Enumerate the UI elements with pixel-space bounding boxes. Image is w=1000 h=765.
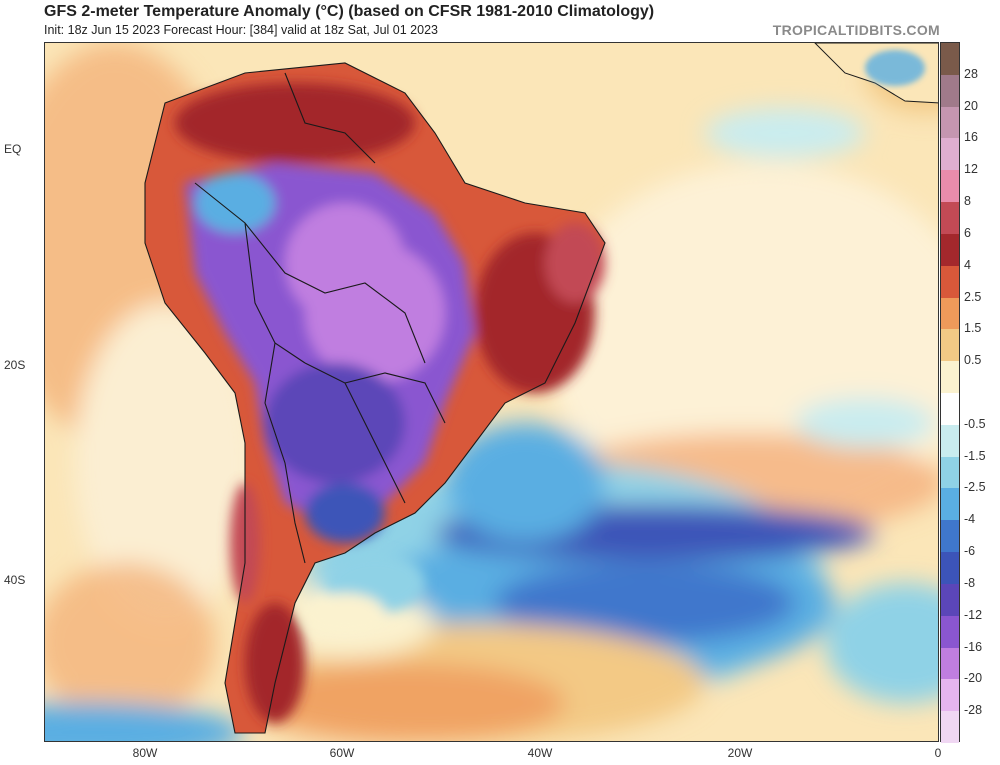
colorbar-segment xyxy=(941,106,959,139)
colorbar-segment xyxy=(941,647,959,680)
colorbar-label: 4 xyxy=(964,257,971,272)
colorbar-label: -0.5 xyxy=(964,416,986,431)
colorbar-segment xyxy=(941,583,959,617)
colorbar xyxy=(940,42,960,744)
colorbar-segment xyxy=(941,679,959,712)
colorbar-label: 1.5 xyxy=(964,321,982,336)
colorbar-segment xyxy=(941,615,959,649)
lon-label-40w: 40W xyxy=(527,746,553,760)
colorbar-segment xyxy=(941,329,959,362)
colorbar-label: 20 xyxy=(964,98,978,113)
colorbar-segment xyxy=(941,202,959,235)
colorbar-label: -6 xyxy=(964,544,976,559)
brand-watermark: TROPICALTIDBITS.COM xyxy=(772,22,940,38)
colorbar-segment xyxy=(941,488,959,521)
colorbar-segment xyxy=(941,138,959,171)
map-canvas xyxy=(45,43,938,741)
colorbar-label: -12 xyxy=(964,607,983,622)
lon-label-80w: 80W xyxy=(132,746,158,760)
colorbar-segment xyxy=(941,297,959,330)
colorbar-segment xyxy=(941,520,959,553)
ocean-anomaly-field xyxy=(45,43,938,741)
colorbar-label: -4 xyxy=(964,512,976,527)
anomaly-map xyxy=(44,42,939,742)
colorbar-label: -20 xyxy=(964,671,983,686)
colorbar-segment xyxy=(941,43,959,76)
colorbar-label: 28 xyxy=(964,66,978,81)
lon-label-0: 0 xyxy=(934,746,942,760)
colorbar-segment xyxy=(941,233,959,267)
colorbar-label: -16 xyxy=(964,639,983,654)
lon-label-60w: 60W xyxy=(329,746,355,760)
colorbar-label: -28 xyxy=(964,703,983,718)
colorbar-label: -2.5 xyxy=(964,480,986,495)
lon-label-20w: 20W xyxy=(727,746,753,760)
colorbar-segment xyxy=(941,74,959,108)
colorbar-label: 12 xyxy=(964,162,978,177)
lat-label-40s: 40S xyxy=(4,573,26,587)
colorbar-label: 16 xyxy=(964,130,978,145)
colorbar-label: -8 xyxy=(964,575,976,590)
colorbar-segment xyxy=(941,393,959,426)
colorbar-label: 0.5 xyxy=(964,353,982,368)
colorbar-label: -1.5 xyxy=(964,448,986,463)
lat-label-eq: EQ xyxy=(4,142,22,156)
country-borders xyxy=(144,62,606,734)
land-anomaly-field xyxy=(175,83,605,723)
colorbar-segment xyxy=(941,456,959,489)
colorbar-label: 6 xyxy=(964,225,971,240)
colorbar-segment xyxy=(941,265,959,299)
colorbar-label: 2.5 xyxy=(964,289,982,304)
chart-title: GFS 2-meter Temperature Anomaly (°C) (ba… xyxy=(44,3,655,20)
africa-landmass xyxy=(814,43,938,104)
forecast-info: Init: 18z Jun 15 2023 Forecast Hour: [38… xyxy=(44,23,438,37)
colorbar-label: 8 xyxy=(964,194,971,209)
colorbar-segment xyxy=(941,552,959,585)
lat-label-20s: 20S xyxy=(4,358,26,372)
colorbar-segment xyxy=(941,424,959,458)
colorbar-segment xyxy=(941,170,959,203)
colorbar-segment xyxy=(941,711,959,744)
colorbar-segment xyxy=(941,361,959,394)
